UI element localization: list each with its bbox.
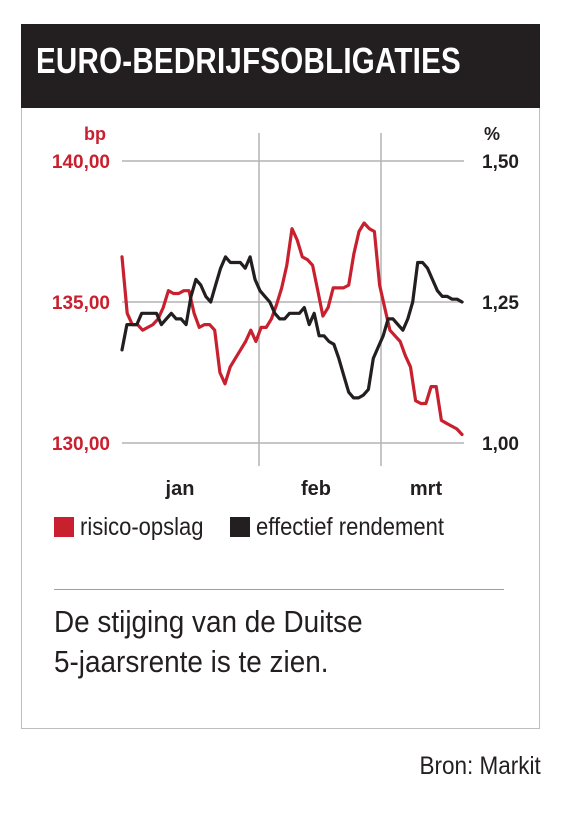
caption-line-2: 5-jaarsrente is te zien. bbox=[54, 644, 329, 679]
left-tick-label: 140,00 bbox=[52, 152, 110, 173]
chart-card bbox=[21, 24, 540, 729]
legend-item-effectief-rendement: effectief rendement bbox=[230, 513, 470, 542]
series-line-effectief-rendement bbox=[120, 255, 464, 400]
x-tick-label-feb: feb bbox=[301, 478, 331, 500]
legend-label-effectief-rendement: effectief rendement bbox=[256, 512, 445, 541]
left-tick-label: 135,00 bbox=[52, 293, 110, 314]
right-tick-label: 1,25 bbox=[482, 293, 519, 314]
x-tick-label-mrt: mrt bbox=[410, 478, 443, 500]
legend-swatch-red bbox=[54, 517, 74, 537]
legend-swatch-dark bbox=[230, 517, 251, 537]
source-text: Bron: Markit bbox=[419, 752, 541, 780]
caption-line-1: De stijging van de Duitse bbox=[54, 604, 363, 639]
right-tick-label: 1,00 bbox=[482, 434, 519, 455]
legend: risico-opslag effectief rendement bbox=[54, 513, 480, 541]
right-tick-label: 1,50 bbox=[482, 152, 519, 173]
series-line-risico-opslag bbox=[120, 221, 464, 437]
caption: De stijging van de Duitse 5-jaarsrente i… bbox=[54, 602, 514, 682]
left-axis-unit: bp bbox=[84, 124, 106, 144]
right-axis-unit: % bbox=[484, 124, 500, 144]
legend-item-risico-opslag: risico-opslag bbox=[54, 513, 220, 542]
header-bar bbox=[21, 24, 540, 108]
source-note: Bron: Markit bbox=[406, 752, 541, 781]
divider bbox=[54, 589, 504, 590]
legend-label-risico-opslag: risico-opslag bbox=[80, 512, 204, 541]
x-tick-label-jan: jan bbox=[165, 478, 195, 500]
chart-title: EURO-BEDRIJFSOBLIGATIES bbox=[36, 40, 461, 81]
left-tick-label: 130,00 bbox=[52, 434, 110, 455]
